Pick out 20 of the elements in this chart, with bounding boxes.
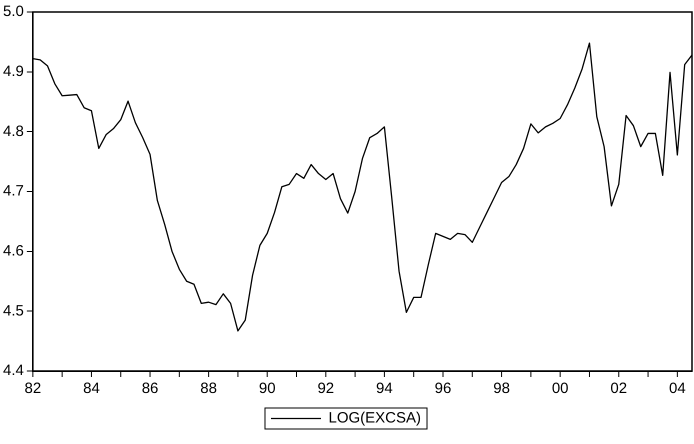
x-tick-label: 98 bbox=[493, 380, 510, 398]
x-tick-label: 82 bbox=[24, 380, 42, 398]
y-tick-label: 4.7 bbox=[2, 182, 24, 200]
y-tick-label: 5.0 bbox=[2, 3, 24, 20]
y-tick-label: 4.9 bbox=[2, 62, 24, 80]
x-tick-label: 96 bbox=[434, 380, 452, 398]
x-tick-label: 90 bbox=[258, 380, 276, 398]
x-tick-label: 86 bbox=[142, 380, 158, 398]
x-tick-label: 02 bbox=[610, 380, 628, 398]
y-tick-label: 4.4 bbox=[2, 362, 24, 380]
x-tick-label: 92 bbox=[317, 380, 334, 398]
y-tick-label: 4.5 bbox=[2, 302, 24, 320]
y-tick-label: 4.8 bbox=[2, 122, 24, 140]
x-tick-label: 00 bbox=[552, 380, 569, 398]
x-tick-label: 94 bbox=[376, 380, 393, 398]
x-tick-label: 88 bbox=[200, 380, 217, 398]
x-tick-label: 04 bbox=[669, 380, 686, 398]
x-tick-label: 84 bbox=[83, 380, 100, 398]
legend-label: LOG(EXCSA) bbox=[328, 410, 422, 427]
y-tick-label: 4.6 bbox=[2, 242, 24, 260]
